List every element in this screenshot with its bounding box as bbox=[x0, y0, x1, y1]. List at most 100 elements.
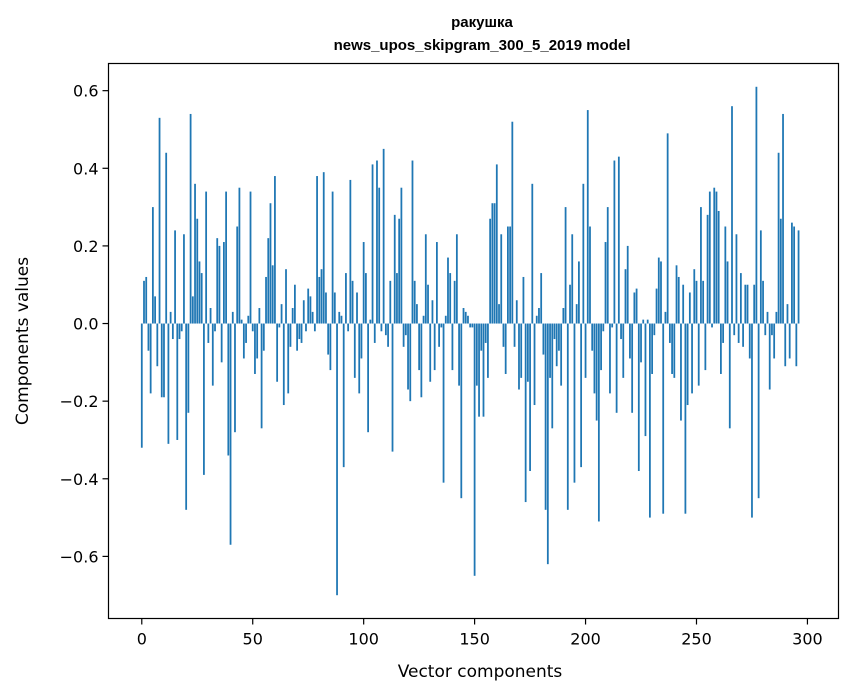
bar bbox=[198, 261, 201, 324]
y-tick-label: −0.4 bbox=[60, 470, 99, 489]
bar bbox=[609, 323, 611, 394]
bar bbox=[686, 323, 689, 406]
bar bbox=[447, 257, 449, 324]
bar bbox=[227, 323, 230, 456]
bar bbox=[203, 323, 205, 475]
bar bbox=[320, 269, 323, 324]
bar bbox=[549, 323, 551, 378]
bar bbox=[376, 160, 378, 324]
bar bbox=[222, 242, 225, 324]
bar bbox=[733, 323, 736, 336]
bar bbox=[511, 121, 514, 324]
bar bbox=[424, 234, 427, 324]
bar bbox=[171, 323, 174, 340]
bar bbox=[673, 323, 676, 378]
bar bbox=[340, 315, 343, 324]
bar bbox=[236, 226, 239, 324]
bar bbox=[429, 323, 432, 382]
bar bbox=[398, 218, 401, 324]
bar bbox=[211, 323, 214, 386]
bar bbox=[764, 323, 767, 336]
bar bbox=[762, 280, 764, 324]
bar bbox=[154, 296, 156, 324]
bar bbox=[196, 218, 199, 324]
bar bbox=[713, 187, 716, 324]
bar bbox=[793, 226, 796, 324]
bar bbox=[336, 323, 338, 596]
bar bbox=[347, 323, 350, 332]
bar bbox=[147, 323, 150, 351]
bar bbox=[409, 323, 412, 402]
bar bbox=[578, 261, 580, 324]
bar bbox=[688, 292, 691, 324]
bar bbox=[331, 191, 334, 324]
bar bbox=[396, 273, 398, 324]
bar bbox=[209, 308, 212, 324]
bar bbox=[169, 311, 172, 324]
bar bbox=[482, 323, 485, 417]
bar bbox=[653, 323, 656, 336]
bar bbox=[649, 323, 651, 518]
bar bbox=[737, 323, 740, 343]
bar bbox=[158, 117, 161, 324]
bar bbox=[238, 187, 241, 324]
bar bbox=[384, 323, 387, 336]
bar bbox=[757, 323, 760, 499]
bar bbox=[464, 311, 467, 324]
bar bbox=[462, 308, 465, 324]
bar bbox=[231, 311, 234, 324]
bar bbox=[191, 296, 194, 324]
bar bbox=[711, 323, 713, 328]
bar bbox=[558, 323, 560, 351]
bar bbox=[458, 323, 460, 386]
bar bbox=[651, 323, 654, 374]
bar bbox=[353, 323, 356, 378]
y-tick-label: −0.6 bbox=[60, 547, 99, 566]
bar bbox=[185, 323, 188, 510]
bar bbox=[433, 323, 436, 371]
bar bbox=[526, 323, 529, 382]
bar bbox=[644, 323, 647, 437]
x-axis-ticks: 0 50 100 150 200 250 300 bbox=[137, 618, 823, 649]
bar bbox=[697, 323, 700, 386]
bar bbox=[438, 323, 440, 347]
bar bbox=[205, 191, 208, 324]
bar bbox=[771, 323, 773, 336]
bar bbox=[782, 113, 784, 324]
bar bbox=[586, 110, 589, 324]
bar bbox=[751, 323, 753, 518]
bar bbox=[507, 226, 509, 324]
bar bbox=[573, 323, 576, 483]
bar bbox=[207, 323, 210, 343]
y-tick-label: 0.2 bbox=[73, 237, 98, 256]
bar bbox=[715, 191, 718, 324]
bar bbox=[491, 203, 494, 324]
bar bbox=[555, 323, 558, 367]
bar bbox=[664, 311, 667, 324]
bar bbox=[356, 292, 358, 324]
bar bbox=[502, 323, 505, 347]
bar bbox=[564, 207, 567, 324]
bar bbox=[529, 323, 531, 472]
bar bbox=[657, 257, 660, 324]
bar bbox=[460, 323, 463, 499]
bar bbox=[229, 323, 232, 545]
chart-subtitle: news_upos_skipgram_300_5_2019 model bbox=[334, 37, 631, 54]
bar bbox=[593, 323, 596, 394]
bar bbox=[766, 311, 769, 324]
bar bbox=[580, 323, 583, 468]
bar bbox=[413, 280, 416, 324]
bar bbox=[291, 308, 294, 324]
bar bbox=[327, 323, 330, 355]
bar bbox=[367, 323, 369, 433]
chart-title: ракушка bbox=[451, 14, 513, 31]
bar bbox=[265, 276, 267, 324]
bar bbox=[742, 323, 744, 347]
bar bbox=[442, 323, 445, 483]
bar bbox=[700, 207, 702, 324]
bar bbox=[451, 323, 454, 371]
bar bbox=[163, 323, 165, 398]
x-tick-label: 200 bbox=[570, 630, 601, 649]
bar bbox=[178, 323, 181, 340]
x-tick-label: 250 bbox=[681, 630, 712, 649]
